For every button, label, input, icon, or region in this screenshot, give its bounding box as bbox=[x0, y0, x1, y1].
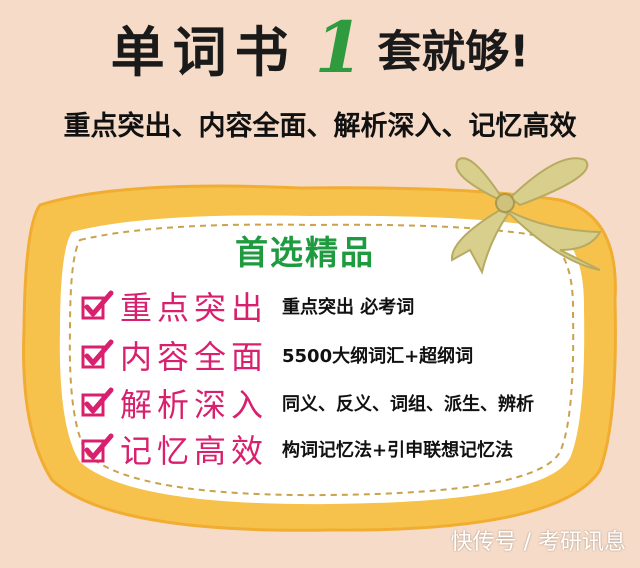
feature-desc: 同义、反义、词组、派生、辨析 bbox=[282, 394, 534, 415]
checkmark-icon bbox=[81, 339, 114, 369]
subtitle: 重点突出、内容全面、解析深入、记忆高效 bbox=[63, 111, 577, 142]
checkmark-icon bbox=[81, 290, 114, 320]
watermark: 快传号 / 考研讯息 bbox=[450, 530, 626, 555]
headline-number: 1 bbox=[314, 6, 364, 89]
feature-head: 记忆高效 bbox=[120, 432, 269, 470]
ribbon-bow-icon bbox=[450, 157, 602, 275]
feature-head: 解析深入 bbox=[120, 386, 269, 424]
checkmark-icon bbox=[81, 387, 114, 417]
box-title: 首选精品 bbox=[235, 233, 375, 272]
headline: 单词书 1 套就够! bbox=[0, 6, 640, 89]
headline-main: 单词书 bbox=[110, 20, 297, 84]
feature-row: 重点突出 重点突出 必考词 bbox=[80, 284, 600, 328]
feature-row: 内容全面 5500大纲词汇+超纲词 bbox=[80, 333, 600, 377]
feature-row: 记忆高效 构词记忆法+引申联想记忆法 bbox=[80, 427, 600, 471]
inner-box bbox=[59, 215, 585, 505]
feature-head: 内容全面 bbox=[120, 338, 269, 376]
headline-rest: 套就够! bbox=[377, 26, 530, 78]
dashed-border bbox=[68, 223, 575, 497]
checkmark-icon bbox=[81, 433, 114, 463]
feature-desc: 重点突出 必考词 bbox=[282, 297, 415, 318]
feature-desc: 5500大纲词汇+超纲词 bbox=[282, 346, 474, 367]
feature-row: 解析深入 同义、反义、词组、派生、辨析 bbox=[80, 381, 600, 425]
feature-head: 重点突出 bbox=[120, 289, 269, 327]
feature-desc: 构词记忆法+引申联想记忆法 bbox=[282, 440, 514, 461]
